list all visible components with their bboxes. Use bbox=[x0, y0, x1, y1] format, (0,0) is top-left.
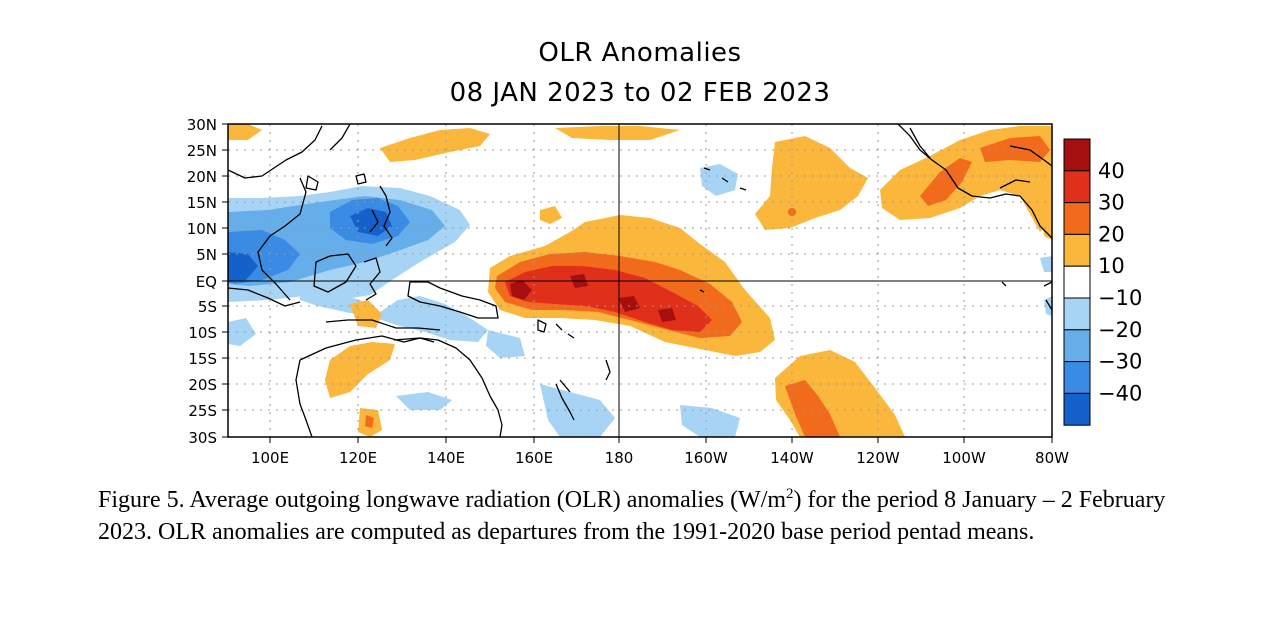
lon-label: 80W bbox=[1035, 449, 1069, 467]
legend-color-box bbox=[1063, 138, 1091, 172]
caption-text-2: ) for the period 8 January – 2 February … bbox=[98, 487, 1166, 545]
legend-label: 20 bbox=[1098, 222, 1125, 246]
lon-label: 120W bbox=[856, 449, 900, 467]
lat-label: EQ bbox=[196, 273, 217, 291]
legend-label: 30 bbox=[1098, 191, 1125, 215]
legend-color-box bbox=[1063, 361, 1091, 394]
lat-label: 10S bbox=[188, 324, 217, 342]
caption-text-1: Figure 5. Average outgoing longwave radi… bbox=[98, 487, 787, 513]
lat-label: 10N bbox=[187, 220, 217, 238]
positive-anomaly-region-central-pacific bbox=[488, 206, 775, 356]
lat-label: 20S bbox=[188, 376, 217, 394]
legend-color-box bbox=[1063, 202, 1091, 235]
figure-caption: Figure 5. Average outgoing longwave radi… bbox=[98, 484, 1178, 548]
map-title: OLR Anomalies bbox=[538, 38, 742, 68]
map-subtitle: 08 JAN 2023 to 02 FEB 2023 bbox=[449, 78, 831, 108]
legend-label: −20 bbox=[1098, 318, 1142, 342]
lat-label: 15S bbox=[188, 350, 217, 368]
positive-anomaly-region-east bbox=[755, 126, 1052, 437]
lat-label: 20N bbox=[187, 168, 217, 186]
lon-label: 120E bbox=[339, 449, 377, 467]
lat-label: 30S bbox=[188, 429, 217, 447]
lon-label: 100W bbox=[942, 449, 986, 467]
lat-label: 5N bbox=[196, 246, 217, 264]
lat-label: 25N bbox=[187, 142, 217, 160]
lat-label: 25S bbox=[188, 402, 217, 420]
olr-anomaly-map: 30N 25N 20N 15N 10N 5N EQ 5S 10S 15S 20S… bbox=[187, 116, 1143, 467]
lon-label: 140E bbox=[427, 449, 465, 467]
legend-color-box bbox=[1063, 297, 1091, 331]
lon-label: 160W bbox=[684, 449, 728, 467]
legend-label: 40 bbox=[1098, 159, 1125, 183]
lat-label: 5S bbox=[198, 298, 217, 316]
color-legend: 40 30 20 10 −10 −20 −30 −40 bbox=[1063, 138, 1142, 426]
anomaly-field bbox=[228, 124, 1052, 437]
lat-label: 15N bbox=[187, 194, 217, 212]
legend-color-box bbox=[1063, 392, 1091, 426]
legend-label: −40 bbox=[1098, 381, 1142, 405]
legend-color-box bbox=[1063, 265, 1091, 299]
lon-label: 100E bbox=[251, 449, 289, 467]
legend-color-box bbox=[1063, 233, 1091, 267]
caption-superscript: 2 bbox=[786, 486, 794, 502]
coastlines bbox=[228, 124, 1052, 437]
legend-label: 10 bbox=[1098, 254, 1125, 278]
lat-label: 30N bbox=[187, 116, 217, 134]
legend-label: −10 bbox=[1098, 286, 1142, 310]
lon-label: 180 bbox=[605, 449, 634, 467]
graticule bbox=[228, 124, 1052, 437]
legend-color-box bbox=[1063, 170, 1091, 204]
lon-label: 140W bbox=[770, 449, 814, 467]
lon-label: 160E bbox=[515, 449, 553, 467]
legend-label: −30 bbox=[1098, 350, 1142, 374]
legend-color-box bbox=[1063, 329, 1091, 363]
negative-anomaly-region-west bbox=[228, 164, 1052, 437]
